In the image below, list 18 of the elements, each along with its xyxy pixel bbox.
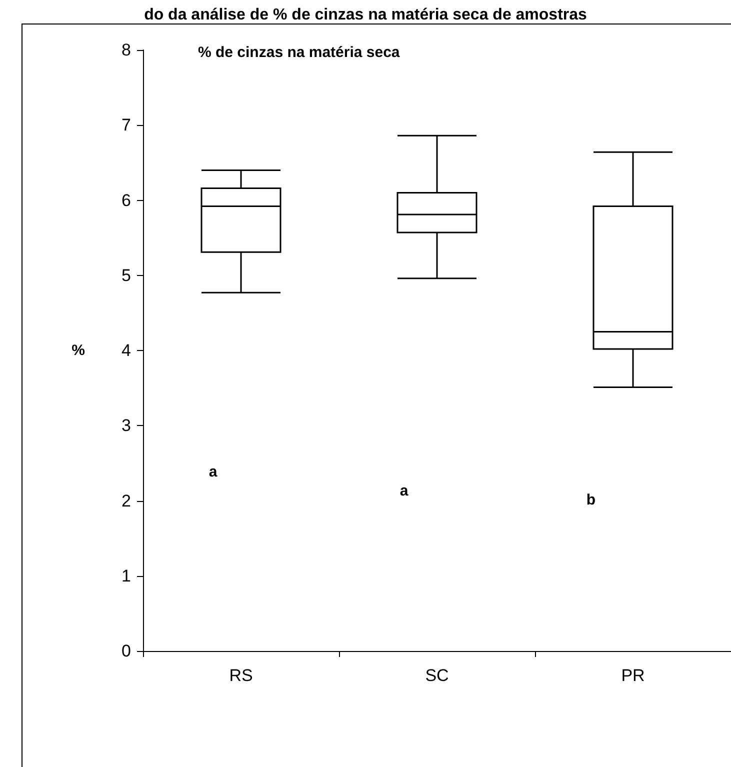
y-tick-label: 7: [122, 116, 131, 135]
y-tick-label: 6: [122, 190, 131, 210]
chart-subtitle: % de cinzas na matéria seca: [198, 44, 400, 61]
annotation: a: [208, 464, 218, 480]
y-tick-label: 3: [122, 416, 131, 436]
chart-title: do da análise de % de cinzas na matéria seca de amostras: [144, 6, 588, 24]
y-tick-label: 2: [122, 491, 131, 510]
x-tick-label: PR: [621, 666, 645, 685]
x-tick-label: RS: [229, 666, 253, 685]
annotation: b: [586, 492, 596, 508]
y-tick-label: 8: [122, 40, 131, 60]
x-tick-label: SC: [425, 666, 449, 685]
y-tick-label: 1: [122, 566, 131, 586]
y-tick-label: 5: [122, 266, 131, 285]
annotation: a: [400, 482, 409, 500]
y-axis-title: %: [72, 342, 85, 359]
y-tick-label: 0: [122, 642, 131, 660]
y-tick-label: 4: [122, 341, 131, 360]
